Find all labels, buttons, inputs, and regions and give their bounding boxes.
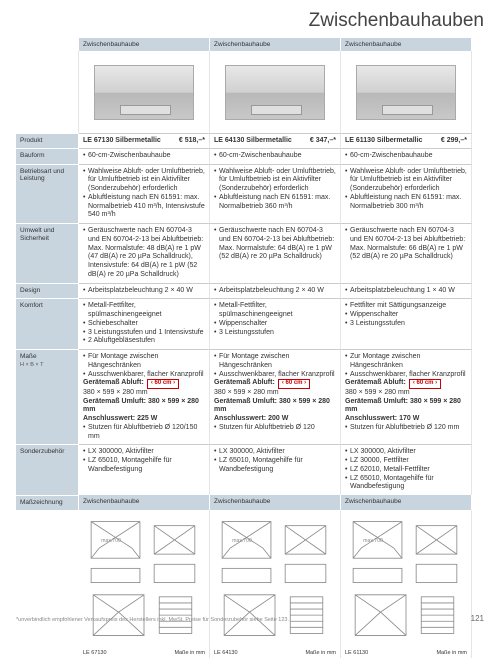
komfort-1: Metall-Fettfilter, spülmaschinengeeignet…: [79, 298, 210, 349]
masse-3: Zur Montage zwischen HängeschränkenAussc…: [341, 349, 472, 444]
dimension-drawing-3: max.700 LE 61130 Maße in mm: [341, 510, 472, 658]
umwelt-1: Geräuschwerte nach EN 60704-3 und EN 607…: [79, 223, 210, 283]
masszeichnung-heading-1: Zwischenbauhaube: [79, 495, 210, 510]
product-image-2: [225, 65, 325, 120]
row-label-design: Design: [16, 283, 79, 299]
bauform-3: 60-cm-Zwischenbauhaube: [341, 148, 472, 164]
page-title: Zwischenbauhauben: [16, 10, 484, 32]
betrieb-3: Wahlweise Abluft- oder Umluftbetrieb, fü…: [341, 164, 472, 224]
row-label-masse: MaßeH × B × T: [16, 349, 79, 444]
row-label-betrieb: Betriebsart und Leistung: [16, 164, 79, 224]
masszeichnung-heading-3: Zwischenbauhaube: [341, 495, 472, 510]
komfort-2: Metall-Fettfilter, spülmaschinengeeignet…: [210, 298, 341, 349]
row-label-bauform: Bauform: [16, 148, 79, 164]
product-cell-1: LE 67130 Silbermetallic€ 518,–*: [79, 133, 210, 148]
header-empty: [16, 38, 79, 51]
betrieb-1: Wahlweise Abluft- oder Umluftbetrieb, fü…: [79, 164, 210, 224]
masse-1: Für Montage zwischen HängeschränkenAussc…: [79, 349, 210, 444]
design-3: Arbeitsplatzbeleuchtung 1 × 40 W: [341, 283, 472, 299]
dimension-drawing-1: max.700 LE 67130 Maße in mm: [79, 510, 210, 658]
col-heading-3: Zwischenbauhaube: [341, 38, 472, 51]
svg-text:max.700: max.700: [232, 538, 252, 544]
row-label-masszeichnung: Maßzeichnung: [16, 495, 79, 510]
col-heading-1: Zwischenbauhaube: [79, 38, 210, 51]
zubehoer-2: LX 300000, AktivfilterLZ 65010, Montageh…: [210, 444, 341, 495]
zubehoer-3: LX 300000, AktivfilterLZ 30000, Fettfilt…: [341, 444, 472, 495]
svg-text:max.700: max.700: [363, 538, 383, 544]
svg-text:max.700: max.700: [101, 538, 121, 544]
komfort-3: Fettfilter mit SättigungsanzeigeWippensc…: [341, 298, 472, 349]
bauform-2: 60-cm-Zwischenbauhaube: [210, 148, 341, 164]
footnote: *unverbindlich empfohlener Verkaufspreis…: [16, 617, 289, 623]
col-heading-2: Zwischenbauhaube: [210, 38, 341, 51]
row-label-produkt: Produkt: [16, 133, 79, 148]
product-image-1: [94, 65, 194, 120]
design-1: Arbeitsplatzbeleuchtung 2 × 40 W: [79, 283, 210, 299]
umwelt-2: Geräuschwerte nach EN 60704-3 und EN 607…: [210, 223, 341, 283]
spec-table: Zwischenbauhaube Zwischenbauhaube Zwisch…: [16, 38, 484, 658]
page-number: 121: [471, 614, 484, 623]
betrieb-2: Wahlweise Abluft- oder Umluftbetrieb, fü…: [210, 164, 341, 224]
row-label-komfort: Komfort: [16, 298, 79, 349]
design-2: Arbeitsplatzbeleuchtung 2 × 40 W: [210, 283, 341, 299]
row-label-zubehoer: Sonderzubehör: [16, 444, 79, 495]
umwelt-3: Geräuschwerte nach EN 60704-3 und EN 607…: [341, 223, 472, 283]
dimension-drawing-2: max.700 LE 64130 Maße in mm: [210, 510, 341, 658]
product-image-3: [356, 65, 456, 120]
badge-60cm: ‹ 60 cm ›: [409, 379, 441, 389]
badge-60cm: ‹ 60 cm ›: [278, 379, 310, 389]
row-label-umwelt: Umwelt und Sicherheit: [16, 223, 79, 283]
product-cell-2: LE 64130 Silbermetallic€ 347,–*: [210, 133, 341, 148]
masse-2: Für Montage zwischen HängeschränkenAussc…: [210, 349, 341, 444]
product-cell-3: LE 61130 Silbermetallic€ 299,–*: [341, 133, 472, 148]
masszeichnung-heading-2: Zwischenbauhaube: [210, 495, 341, 510]
zubehoer-1: LX 300000, AktivfilterLZ 65010, Montageh…: [79, 444, 210, 495]
bauform-1: 60-cm-Zwischenbauhaube: [79, 148, 210, 164]
badge-60cm: ‹ 60 cm ›: [147, 379, 179, 389]
